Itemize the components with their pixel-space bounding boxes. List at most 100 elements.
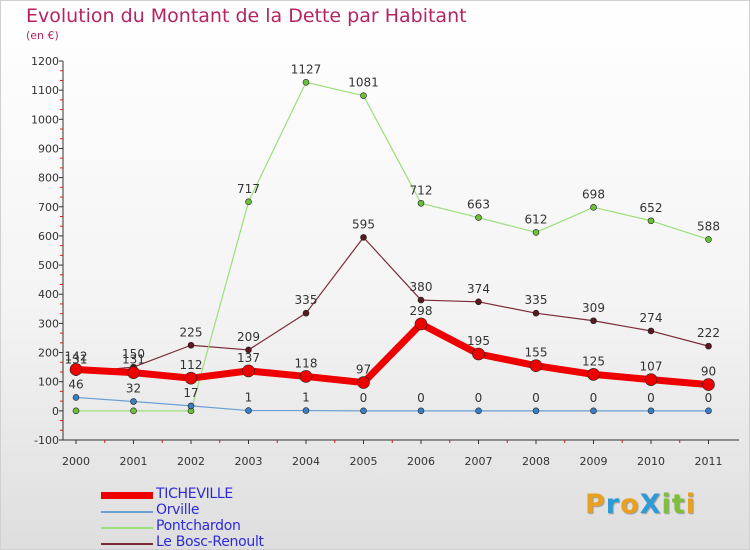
x-tick-label: 2005 — [350, 455, 378, 468]
data-point — [644, 373, 658, 386]
data-point — [417, 407, 425, 415]
chart-title: Evolution du Montant de la Dette par Hab… — [26, 5, 467, 27]
legend-label: Le Bosc-Renoult — [156, 534, 264, 550]
data-label: 374 — [467, 282, 490, 296]
data-label: 298 — [410, 304, 433, 318]
data-point — [590, 204, 597, 211]
data-point — [705, 342, 712, 350]
data-label: 32 — [126, 382, 141, 396]
data-label: 1 — [245, 391, 253, 405]
legend-swatch — [101, 492, 153, 499]
legend-swatch — [101, 543, 153, 545]
legend-label: Orville — [156, 502, 200, 518]
data-point — [69, 363, 83, 376]
data-label: 663 — [467, 198, 490, 212]
data-label: 222 — [697, 326, 720, 340]
data-point — [72, 407, 80, 415]
data-point — [299, 370, 313, 383]
x-tick-label: 2009 — [580, 455, 608, 468]
data-point — [532, 229, 540, 236]
data-label: 717 — [237, 182, 260, 196]
x-tick-label: 2010 — [637, 455, 665, 468]
data-point — [705, 407, 712, 415]
data-label: 209 — [237, 330, 260, 344]
y-tick-label: 600 — [38, 230, 59, 243]
y-tick-label: 1000 — [31, 113, 59, 126]
data-label: 125 — [582, 354, 605, 368]
data-point — [647, 407, 655, 415]
data-point — [475, 214, 482, 221]
data-label: 335 — [295, 293, 318, 307]
data-label: 131 — [122, 353, 145, 367]
data-label: 0 — [532, 391, 540, 405]
data-label: 142 — [65, 349, 88, 363]
data-label: 112 — [180, 358, 203, 372]
data-label: 155 — [525, 346, 548, 360]
data-point — [647, 217, 655, 225]
data-point — [360, 92, 367, 99]
data-label: 131 — [65, 353, 88, 367]
data-label: 0 — [360, 391, 368, 405]
data-label: 1081 — [348, 76, 379, 90]
data-label: 195 — [467, 334, 490, 348]
legend-swatch — [101, 527, 153, 529]
data-label: 0 — [590, 391, 598, 405]
x-tick-label: 2000 — [62, 455, 90, 468]
x-tick-label: 2003 — [235, 455, 263, 468]
data-point — [475, 298, 482, 306]
data-point — [245, 346, 252, 354]
data-label: 0 — [647, 391, 655, 405]
data-label: 97 — [356, 363, 371, 377]
data-point — [417, 296, 425, 304]
data-label: 698 — [582, 187, 605, 201]
chart-subtitle: (en €) — [26, 29, 59, 42]
logo-letter: t — [671, 489, 686, 520]
logo-letter: r — [605, 489, 621, 520]
y-tick-label: 800 — [38, 172, 59, 185]
x-tick-label: 2008 — [522, 455, 550, 468]
data-point — [302, 78, 310, 86]
data-label: 118 — [295, 356, 318, 370]
data-label: 380 — [410, 280, 433, 294]
data-label: 335 — [525, 293, 548, 307]
data-label: 595 — [352, 217, 375, 231]
y-tick-label: 1100 — [31, 84, 59, 97]
x-tick-label: 2006 — [407, 455, 435, 468]
logo-letter: o — [620, 489, 640, 520]
y-tick-label: 0 — [52, 405, 59, 418]
x-tick-label: 2004 — [292, 455, 320, 468]
data-label: 309 — [582, 301, 605, 315]
data-label: 274 — [640, 311, 663, 325]
data-point — [302, 309, 310, 317]
data-point — [245, 407, 252, 414]
x-tick-label: 2011 — [695, 455, 723, 468]
data-point — [187, 341, 195, 349]
data-label: 0 — [475, 391, 483, 405]
data-label: 712 — [410, 183, 433, 197]
data-point — [414, 317, 428, 331]
data-label: 0 — [705, 391, 713, 405]
legend-label: TICHEVILLE — [156, 486, 233, 502]
y-tick-label: 100 — [38, 376, 59, 389]
data-point — [357, 376, 370, 389]
data-point — [127, 366, 140, 379]
logo-letter: X — [639, 489, 662, 520]
y-tick-label: 1200 — [31, 55, 59, 68]
y-tick-label: 200 — [38, 347, 59, 360]
data-point — [245, 198, 252, 206]
series-line — [75, 236, 709, 374]
data-point — [532, 309, 540, 317]
data-point — [360, 234, 367, 241]
data-label: 137 — [237, 351, 260, 365]
data-label: 46 — [68, 377, 83, 391]
y-tick-label: 300 — [38, 317, 59, 330]
data-label: 1 — [302, 391, 310, 405]
y-tick-label: 500 — [38, 259, 59, 272]
data-label: 90 — [701, 365, 716, 379]
data-point — [587, 368, 600, 381]
data-point — [590, 317, 597, 325]
logo-letter: i — [685, 489, 696, 520]
data-point — [532, 407, 540, 415]
data-point — [647, 327, 655, 335]
